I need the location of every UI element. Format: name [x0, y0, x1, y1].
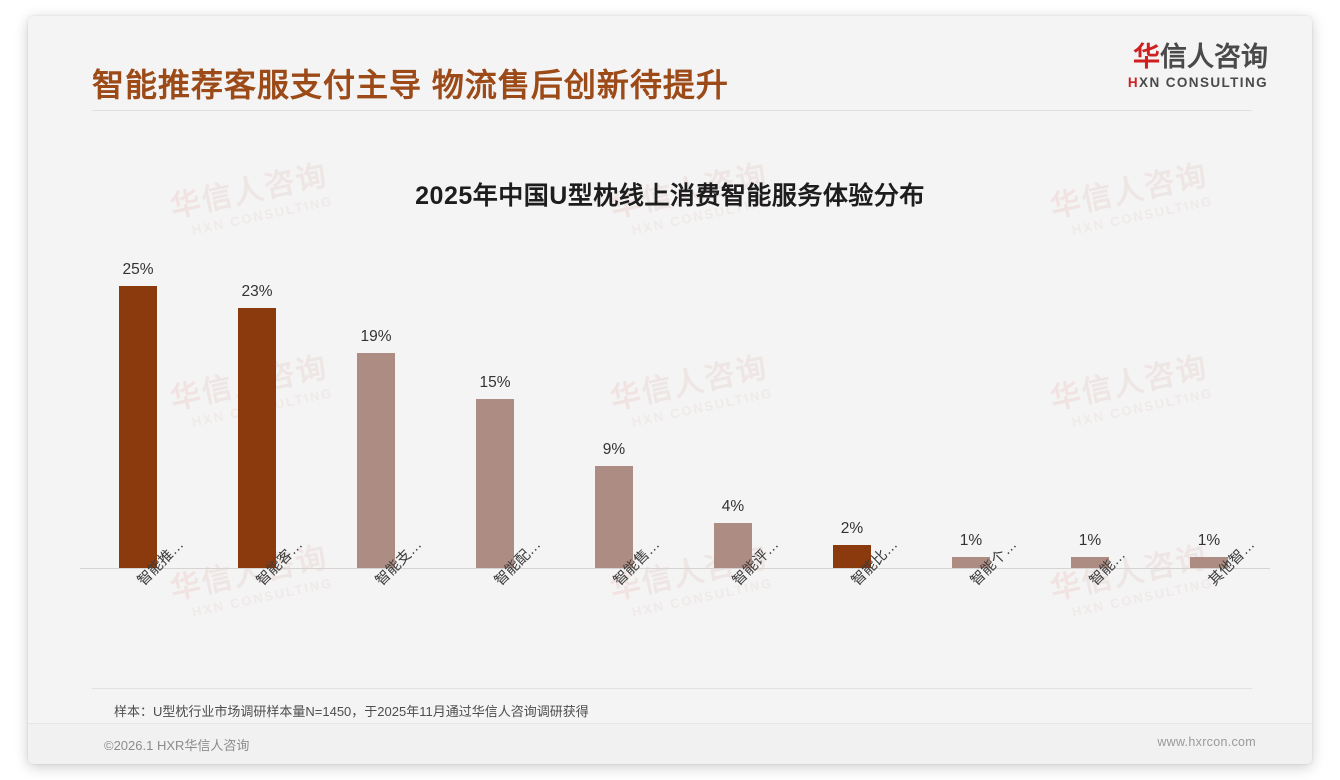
- bar-column[interactable]: 1%: [1150, 263, 1269, 568]
- company-logo: 华信人咨询 HXN CONSULTING: [1128, 44, 1268, 90]
- x-axis-line: [80, 568, 1270, 569]
- x-axis-label-slot: 智能…: [1031, 263, 1150, 589]
- bar[interactable]: [1190, 556, 1228, 568]
- bar-column[interactable]: 2%: [793, 263, 912, 568]
- bar-value-label: 2%: [840, 520, 864, 538]
- bar-value-label: 1%: [1197, 531, 1221, 549]
- x-axis-label: 智能支…: [372, 536, 426, 590]
- footnote-divider: [92, 688, 1252, 689]
- bar-column[interactable]: 9%: [555, 263, 674, 568]
- x-axis-label-slot: 其他智…: [1150, 263, 1269, 589]
- bar-value-label: 25%: [122, 260, 154, 278]
- bar-value-label: 19%: [360, 328, 392, 346]
- watermark-cn-accent: 华: [167, 567, 206, 607]
- bar[interactable]: [595, 466, 633, 568]
- slide-header: 智能推荐客服支付主导 物流售后创新待提升 华信人咨询 HXN CONSULTIN…: [28, 16, 1312, 116]
- x-axis-label: 智能配…: [491, 536, 545, 590]
- bar[interactable]: [357, 353, 395, 568]
- bar-column[interactable]: 1%: [1031, 263, 1150, 568]
- bar[interactable]: [952, 556, 990, 568]
- watermark-en: HXN CONSULTING: [630, 575, 775, 620]
- bar-column[interactable]: 15%: [436, 263, 555, 568]
- x-axis-label-slot: 智能支…: [317, 263, 436, 589]
- chart-title: 2025年中国U型枕线上消费智能服务体验分布: [415, 182, 925, 210]
- bar-column[interactable]: 25%: [79, 260, 198, 568]
- copyright-text: ©2026.1 HXR华信人咨询: [104, 738, 250, 753]
- x-axis-label: 其他智…: [1205, 536, 1259, 590]
- x-axis-label: 智能…: [1086, 547, 1129, 590]
- bar-value-label: 4%: [721, 497, 745, 515]
- logo-english-rest: XN CONSULTING: [1139, 75, 1268, 90]
- bar-value-label: 1%: [959, 531, 983, 549]
- bar[interactable]: [476, 398, 514, 568]
- page-title: 智能推荐客服支付主导 物流售后创新待提升: [92, 67, 729, 103]
- bar[interactable]: [833, 545, 871, 568]
- x-axis-label: 智能客…: [253, 536, 307, 590]
- x-axis-label: 智能推…: [134, 536, 188, 590]
- x-axis-label-slot: 智能个…: [912, 263, 1031, 589]
- bar-value-label: 9%: [602, 441, 626, 459]
- x-axis-label-slot: 智能推…: [79, 263, 198, 589]
- x-axis-label-slot: 智能客…: [198, 263, 317, 589]
- x-axis-label-slot: 智能评…: [674, 263, 793, 589]
- bar-value-label: 15%: [479, 373, 511, 391]
- x-axis-label: 智能售…: [610, 536, 664, 590]
- x-axis-label: 智能个…: [967, 536, 1021, 590]
- website-link[interactable]: www.hxrcon.com: [1157, 735, 1256, 749]
- bar-value-label: 23%: [241, 283, 273, 301]
- bar-value-label: 1%: [1078, 531, 1102, 549]
- x-axis-label-slot: 智能比…: [793, 263, 912, 589]
- logo-english-text: HXN CONSULTING: [1128, 76, 1268, 90]
- header-divider: [92, 110, 1252, 111]
- logo-english-accent: H: [1127, 75, 1140, 90]
- bar-column[interactable]: 1%: [912, 263, 1031, 568]
- x-axis-label-slot: 智能配…: [436, 263, 555, 589]
- slide-footer: ©2026.1 HXR华信人咨询 www.hxrcon.com: [28, 723, 1312, 764]
- bar-column[interactable]: 4%: [674, 263, 793, 568]
- x-axis-label: 智能评…: [729, 536, 783, 590]
- logo-accent-char: 华: [1133, 42, 1160, 72]
- bar[interactable]: [119, 285, 157, 568]
- bar-column[interactable]: 23%: [198, 263, 317, 568]
- watermark-cn-accent: 华: [1047, 567, 1086, 607]
- sample-note: 样本：U型枕行业市场调研样本量N=1450，于2025年11月通过华信人咨询调研…: [114, 704, 589, 719]
- logo-chinese-rest: 信人咨询: [1160, 42, 1268, 72]
- bar[interactable]: [714, 522, 752, 568]
- slide-canvas: 华信人咨询 HXN CONSULTING 华信人咨询 HXN CONSULTIN…: [28, 16, 1312, 764]
- x-axis-label: 智能比…: [848, 536, 902, 590]
- bar[interactable]: [1071, 556, 1109, 568]
- x-axis-label-slot: 智能售…: [555, 263, 674, 589]
- bar-chart: 25% 23% 19% 15% 9% 4% 2% 1% 1% 1% 智能推… 智能客… 智能支… 智能配…: [79, 260, 1270, 589]
- logo-chinese-text: 华信人咨询: [1128, 44, 1268, 71]
- bar[interactable]: [238, 308, 276, 568]
- bar-column[interactable]: 19%: [317, 263, 436, 568]
